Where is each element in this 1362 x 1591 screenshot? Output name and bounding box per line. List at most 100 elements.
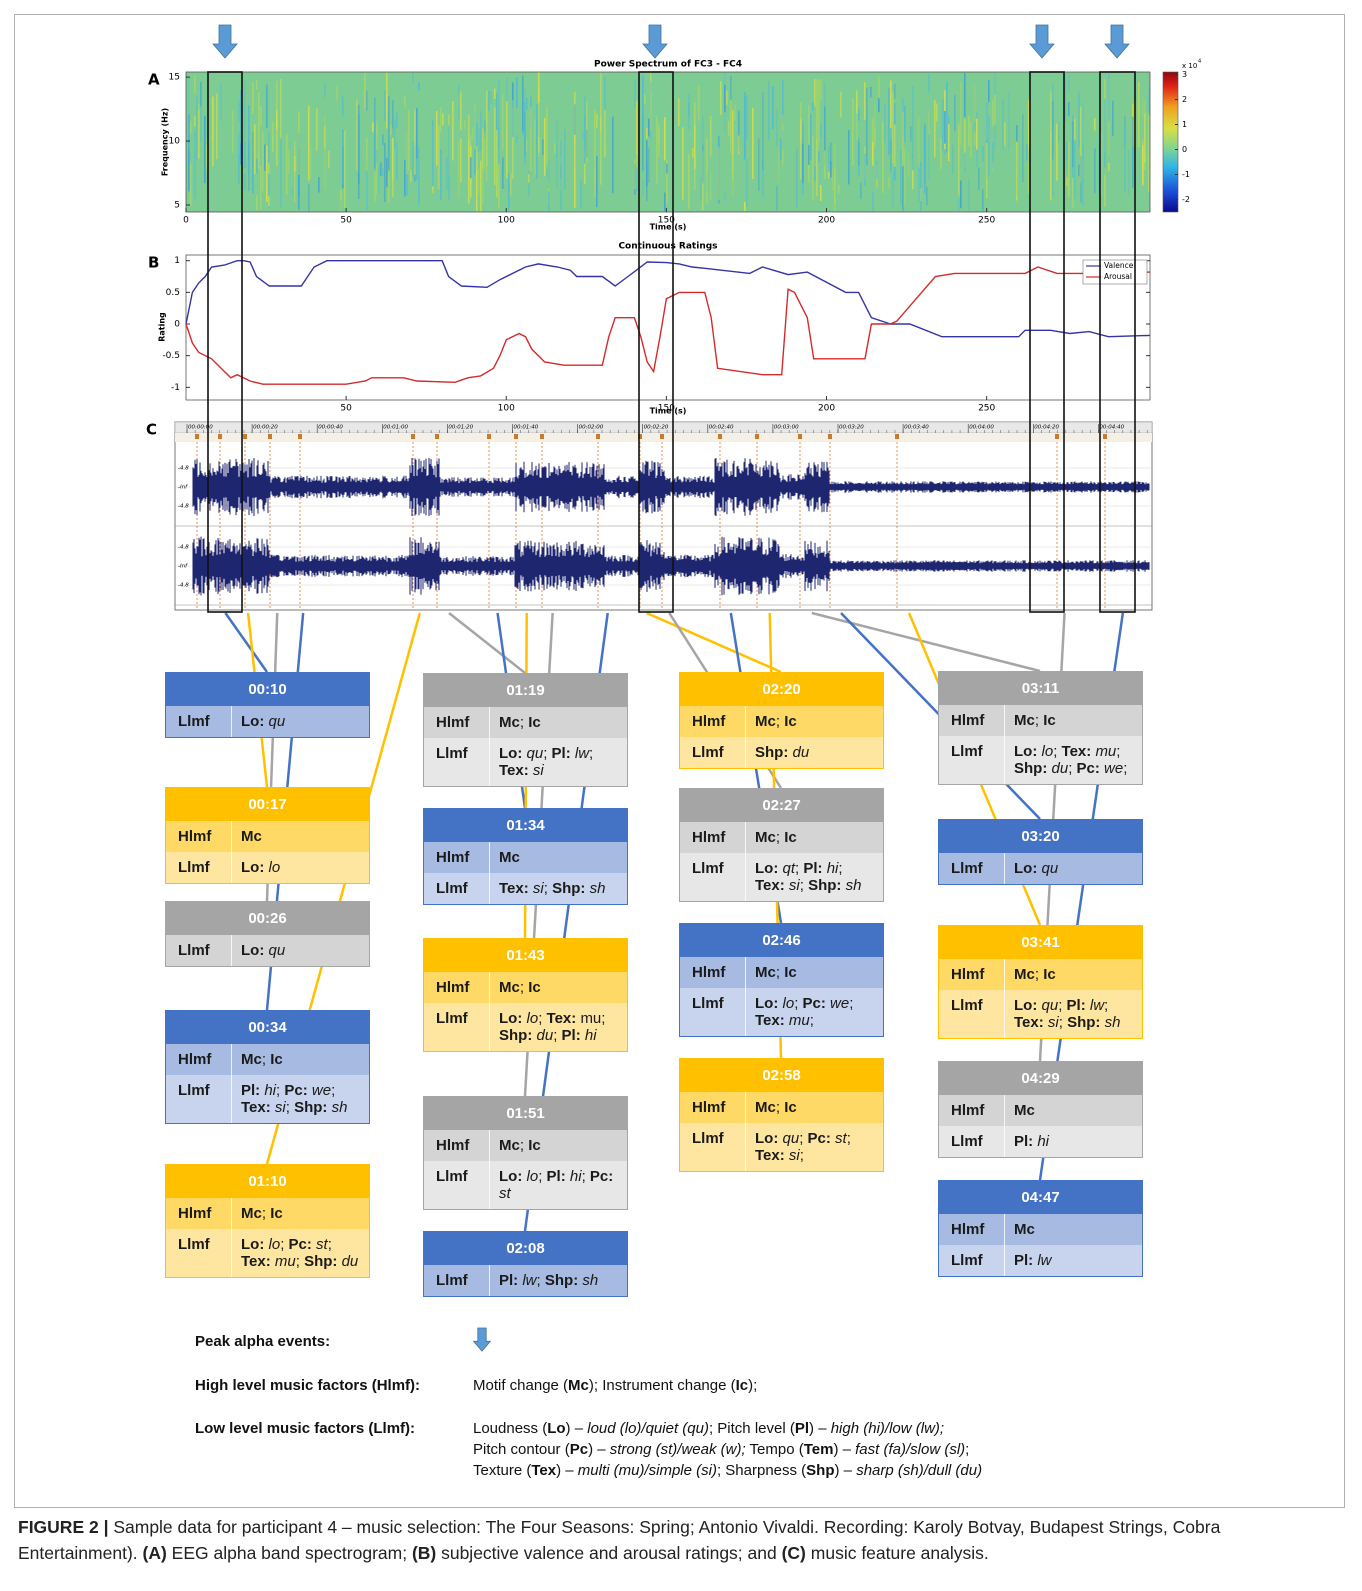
spectrogram-texture <box>762 92 764 171</box>
spectrogram-texture <box>396 143 398 180</box>
level-label: -4.8 <box>178 583 189 589</box>
text-run: ; <box>581 1168 590 1185</box>
card-row: Llmf Pl: hi; Pc: we; Tex: si; Shp: sh <box>166 1075 369 1123</box>
spectrogram-texture <box>548 191 550 212</box>
spectrogram-texture <box>666 163 668 174</box>
text-run: ; <box>799 1147 804 1164</box>
spectrogram-texture <box>530 129 532 175</box>
spectrogram-texture <box>1144 101 1146 115</box>
row-value: Lo: qu; Pc: st; Tex: si; <box>746 1123 883 1171</box>
spectrogram-texture <box>904 137 906 205</box>
text-run: hi <box>569 1168 582 1185</box>
marker-flag <box>718 434 722 439</box>
spectrogram-texture <box>524 111 526 157</box>
card-time: 00:26 <box>166 902 369 935</box>
spectrogram-texture <box>824 106 826 166</box>
spectrogram-texture <box>634 79 636 109</box>
spectrogram-texture <box>378 167 380 194</box>
card-time: 03:11 <box>939 672 1142 705</box>
legend-label: Valence <box>1104 261 1134 270</box>
text-run: st <box>835 1130 847 1147</box>
row-label: Hlmf <box>424 707 490 738</box>
card-row: Hlmf Mc <box>166 821 369 852</box>
spectrogram-texture <box>482 141 484 204</box>
row-value: Lo: qu <box>232 706 369 737</box>
spectrogram-texture <box>188 114 190 192</box>
card-time: 03:20 <box>939 820 1142 853</box>
spectrogram-texture <box>648 147 650 183</box>
text-run: ; <box>1058 1014 1068 1031</box>
text-run: Mc <box>499 979 520 996</box>
x-tick-label: 200 <box>818 216 835 226</box>
spectrogram-texture <box>986 102 988 180</box>
spectrogram-texture <box>688 93 690 130</box>
spectrogram-texture <box>634 163 636 196</box>
spectrogram-texture <box>528 174 530 183</box>
spectrogram-texture <box>894 83 896 99</box>
text-run: ; <box>553 1027 562 1044</box>
spectrogram-texture <box>418 146 420 206</box>
text-run: ; <box>519 1137 529 1154</box>
spectrogram-texture <box>852 98 854 166</box>
spectrogram-texture <box>596 155 598 208</box>
spectrogram-texture <box>190 121 192 134</box>
spectrogram-texture <box>820 79 822 101</box>
spectrogram-texture <box>1124 124 1126 193</box>
text-run: Tex: <box>546 1010 581 1027</box>
spectrogram-texture <box>992 141 994 170</box>
spectrogram-texture <box>1068 102 1070 117</box>
spectrogram-texture <box>324 82 326 98</box>
text-run: (A) <box>142 1543 167 1563</box>
row-label: Llmf <box>424 1003 490 1051</box>
spectrogram-texture <box>366 91 368 111</box>
card-row: Llmf Lo: qu <box>166 935 369 966</box>
text-run: lo <box>1041 743 1054 760</box>
spectrogram-texture <box>1094 117 1096 131</box>
timeline-label: 00:04:00 <box>969 425 994 431</box>
spectrogram-texture <box>964 152 966 173</box>
spectrogram-texture <box>502 157 504 189</box>
row-value: Mc; Ic <box>490 707 627 738</box>
spectrogram-texture <box>768 80 770 140</box>
text-run: ; <box>1068 760 1077 777</box>
text-run: ) – <box>556 1462 578 1479</box>
spectrogram-texture <box>988 115 990 176</box>
text-run: music feature analysis. <box>805 1543 989 1563</box>
spectrogram-texture <box>1066 160 1068 186</box>
spectrogram-texture <box>1104 99 1106 168</box>
spectrogram-texture <box>388 96 390 170</box>
spectrogram-texture <box>344 134 346 165</box>
spectrogram-texture <box>586 129 588 158</box>
feature-card: 02:08 Llmf Pl: lw; Shp: sh <box>423 1231 628 1297</box>
text-run: qu <box>268 942 286 959</box>
spectrogram-texture <box>738 135 740 155</box>
text-run: Tem <box>803 1441 834 1458</box>
spectrogram-texture <box>288 150 290 174</box>
spectrogram-texture <box>220 83 222 121</box>
text-run: ) – <box>809 1420 831 1437</box>
card-row: Hlmf Mc; Ic <box>680 822 883 853</box>
spectrogram-texture <box>986 143 988 199</box>
spectrogram-texture <box>364 73 366 109</box>
spectrogram-texture <box>508 173 510 211</box>
text-run: si <box>274 1099 286 1116</box>
feature-card: 03:11 Hlmf Mc; Ic Llmf Lo: lo; Tex: mu; Shp:… <box>938 671 1143 785</box>
text-run: Lo: <box>755 1130 783 1147</box>
text-run: qu <box>1041 997 1059 1014</box>
spectrogram-texture <box>746 159 748 208</box>
spectrogram-texture <box>1008 91 1010 150</box>
text-run: subjective valence and arousal ratings; … <box>436 1543 782 1563</box>
chart-title: Continuous Ratings <box>618 242 717 252</box>
feature-card: 01:19 Hlmf Mc; Ic Llmf Lo: qu; Pl: lw; Tex: … <box>423 673 628 787</box>
spectrogram-texture <box>942 99 944 151</box>
spectrogram-texture <box>944 111 946 144</box>
row-label: Llmf <box>939 990 1005 1038</box>
spectrogram-texture <box>890 140 892 172</box>
card-time: 00:17 <box>166 788 369 821</box>
text-run: ; <box>327 1236 332 1253</box>
card-time: 02:27 <box>680 789 883 822</box>
spectrogram-texture <box>1082 179 1084 206</box>
spectrogram-texture <box>912 159 914 189</box>
spectrogram-texture <box>1066 149 1068 171</box>
text-run: Lo: <box>241 942 269 959</box>
